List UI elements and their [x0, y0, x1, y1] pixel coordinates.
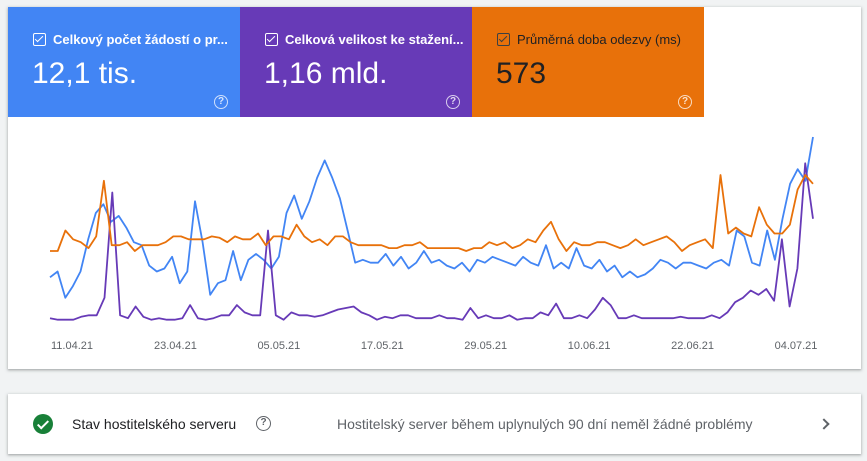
metric-label: Celkový počet žádostí o pr...	[53, 32, 228, 47]
series-line-1	[49, 136, 814, 299]
series-line-3	[50, 174, 814, 252]
metric-tiles: Celkový počet žádostí o pr... 12,1 tis. …	[8, 7, 704, 117]
metric-total-download-size[interactable]: Celková velikost ke stažení... 1,16 mld.…	[240, 7, 472, 117]
x-tick-label: 04.07.21	[775, 340, 818, 352]
metric-average-response-time[interactable]: Průměrná doba odezvy (ms) 573 ?	[472, 7, 704, 117]
metric-header: Průměrná doba odezvy (ms)	[497, 32, 681, 47]
x-tick-label: 23.04.21	[154, 340, 197, 352]
x-tick-label: 29.05.21	[464, 340, 507, 352]
x-tick-label: 22.06.21	[671, 340, 714, 352]
series-line-2	[49, 162, 814, 321]
help-icon[interactable]: ?	[256, 416, 271, 431]
help-icon[interactable]: ?	[214, 95, 228, 109]
metric-value: 573	[496, 57, 547, 90]
status-title: Stav hostitelského serveru	[72, 416, 237, 432]
metric-label: Celková velikost ke stažení...	[285, 32, 464, 47]
status-message: Hostitelský server během uplynulých 90 d…	[337, 416, 753, 432]
checkbox-checked-icon[interactable]	[497, 33, 510, 46]
checkbox-checked-icon[interactable]	[33, 33, 46, 46]
metric-value: 1,16 mld.	[264, 57, 388, 90]
check-circle-icon	[33, 414, 53, 434]
x-tick-label: 17.05.21	[361, 340, 404, 352]
help-icon[interactable]: ?	[678, 95, 692, 109]
x-tick-label: 10.06.21	[568, 340, 611, 352]
chevron-right-icon[interactable]	[818, 418, 830, 430]
metric-label: Průměrná doba odezvy (ms)	[517, 32, 682, 47]
crawl-stats-card: Celkový počet žádostí o pr... 12,1 tis. …	[8, 7, 861, 369]
x-tick-label: 05.05.21	[257, 340, 300, 352]
line-chart[interactable]: 11.04.21 23.04.21 05.05.21 17.05.21 29.05.21…	[8, 117, 861, 369]
metric-header: Celkový počet žádostí o pr...	[33, 32, 228, 47]
metric-value: 12,1 tis.	[32, 57, 138, 90]
x-tick-label: 11.04.21	[51, 340, 93, 352]
metric-total-requests[interactable]: Celkový počet žádostí o pr... 12,1 tis. …	[8, 7, 240, 117]
metric-header: Celková velikost ke stažení...	[265, 32, 463, 47]
host-status-row[interactable]: Stav hostitelského serveru ? Hostitelský…	[8, 394, 861, 454]
checkbox-checked-icon[interactable]	[265, 33, 278, 46]
help-icon[interactable]: ?	[446, 95, 460, 109]
